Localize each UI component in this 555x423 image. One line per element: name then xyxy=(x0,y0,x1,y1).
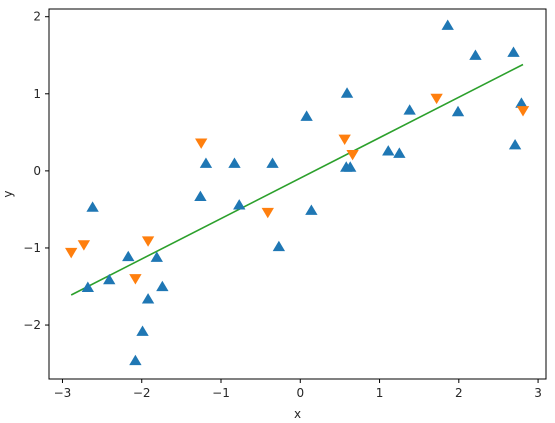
data-point-up xyxy=(129,354,142,366)
data-point-up xyxy=(266,157,279,168)
y-tick-label: 0 xyxy=(33,164,41,178)
data-point-up xyxy=(86,201,99,212)
data-point-up xyxy=(382,145,395,156)
points-layer xyxy=(65,19,530,366)
data-point-down xyxy=(261,207,274,219)
data-point-up xyxy=(507,46,520,57)
data-point-down xyxy=(195,138,208,149)
x-tick-label: 1 xyxy=(376,386,384,400)
fit-line-layer xyxy=(70,63,524,296)
x-tick-label: −2 xyxy=(133,386,151,400)
data-point-up xyxy=(300,110,313,121)
data-point-up xyxy=(508,138,522,150)
x-axis-label: x xyxy=(294,407,301,421)
data-point-up xyxy=(344,161,357,172)
data-point-up xyxy=(228,157,241,168)
data-point-up xyxy=(81,281,95,292)
data-point-down xyxy=(430,93,443,105)
data-point-up xyxy=(272,240,286,252)
data-point-down xyxy=(346,150,359,161)
data-point-up xyxy=(199,157,213,168)
data-point-down xyxy=(129,274,142,285)
data-point-down xyxy=(77,240,91,251)
plot-area xyxy=(65,19,530,366)
data-point-up xyxy=(194,190,207,201)
data-point-down xyxy=(516,106,530,117)
x-tick-label: −3 xyxy=(54,386,72,400)
data-point-up xyxy=(156,280,169,292)
data-point-up xyxy=(441,19,454,30)
data-point-up xyxy=(393,147,406,158)
x-tick-label: 2 xyxy=(455,386,463,400)
data-point-up xyxy=(469,49,482,60)
data-point-up xyxy=(233,199,246,210)
data-point-up xyxy=(451,105,465,117)
x-axis: −3 −2 −1 0 1 2 3 xyxy=(54,379,542,400)
x-tick-label: 0 xyxy=(296,386,304,400)
x-tick-label: 3 xyxy=(534,386,542,400)
y-tick-label: 1 xyxy=(33,87,41,101)
data-point-down xyxy=(65,247,78,259)
data-point-up xyxy=(103,273,116,285)
data-point-up xyxy=(150,251,163,262)
data-point-up xyxy=(515,97,528,108)
data-point-down xyxy=(338,134,351,145)
data-point-up xyxy=(136,325,149,336)
data-point-up xyxy=(122,250,135,262)
data-point-down xyxy=(141,236,155,247)
y-axis-label: y xyxy=(1,190,15,197)
data-point-up xyxy=(305,204,318,215)
y-axis: −2 −1 0 1 2 xyxy=(23,10,49,332)
y-tick-label: −1 xyxy=(23,241,41,255)
y-tick-label: 2 xyxy=(33,10,41,24)
fit-line xyxy=(70,63,524,296)
data-point-up xyxy=(403,104,416,115)
data-point-up xyxy=(340,87,354,98)
data-point-up xyxy=(141,293,155,304)
x-tick-label: −1 xyxy=(212,386,230,400)
axes-frame xyxy=(48,8,547,380)
y-tick-label: −2 xyxy=(23,318,41,332)
